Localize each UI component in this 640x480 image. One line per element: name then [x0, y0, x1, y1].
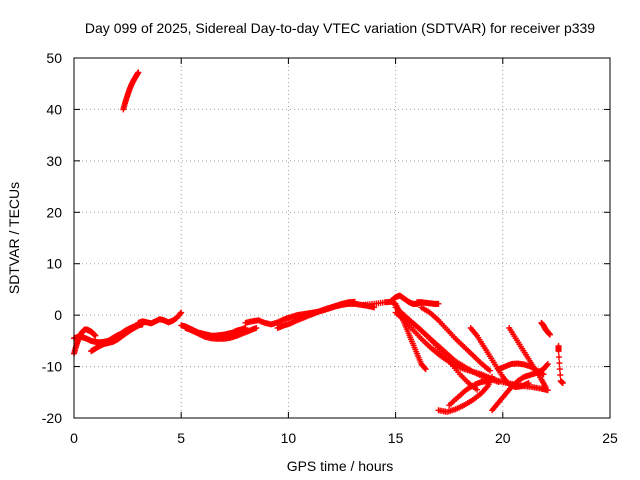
y-tick-label: 10 [46, 256, 62, 272]
series-arc-9 [274, 298, 358, 331]
data-point [557, 372, 564, 379]
plot-frame [73, 57, 611, 419]
data-point [542, 384, 549, 391]
data-point [484, 377, 491, 384]
data-point [421, 365, 428, 372]
data-point [177, 310, 184, 317]
data-point [544, 387, 551, 394]
x-tick-label: 10 [281, 430, 297, 446]
y-tick-label: -10 [42, 359, 62, 375]
series-arc-5 [135, 309, 185, 327]
series-arc-19 [467, 325, 532, 391]
series-arc-4 [120, 69, 142, 113]
grid-lines [74, 58, 610, 418]
data-point [556, 360, 563, 367]
y-tick-label: -20 [42, 410, 62, 426]
data-point [435, 300, 442, 307]
data-point [556, 366, 563, 373]
series-arc-21 [506, 325, 549, 391]
x-tick-label: 25 [602, 430, 618, 446]
data-point [92, 332, 99, 339]
data-point [489, 373, 496, 380]
data-point [178, 309, 185, 316]
x-axis-label: GPS time / hours [287, 458, 394, 474]
data-point [135, 69, 142, 76]
y-tick-label: 40 [46, 101, 62, 117]
y-tick-label: 0 [54, 307, 62, 323]
data-point [546, 331, 553, 338]
data-point [539, 370, 546, 377]
data-point [495, 379, 502, 385]
series-arc-23 [538, 319, 553, 338]
series-arc-15 [414, 299, 442, 307]
series-arc-14 [388, 292, 425, 307]
y-tick-label: 30 [46, 153, 62, 169]
x-tick-label: 20 [495, 430, 511, 446]
y-tick-label: 50 [46, 50, 62, 66]
data-marks [71, 69, 566, 415]
data-point [351, 298, 358, 305]
data-point [544, 361, 551, 367]
series-arc-22 [495, 360, 547, 378]
y-axis-label: SDTVAR / TECUs [6, 182, 22, 294]
data-point [525, 380, 532, 387]
data-point [555, 354, 562, 361]
x-tick-label: 15 [388, 430, 404, 446]
x-tick-label: 0 [70, 430, 78, 446]
data-point [540, 371, 547, 378]
data-point [543, 362, 550, 369]
data-point [486, 367, 493, 374]
series-arc-7 [182, 325, 260, 342]
series-arc-18 [446, 377, 491, 409]
data-point [555, 348, 562, 355]
chart-title: Day 099 of 2025, Sidereal Day-to-day VTE… [85, 20, 595, 36]
series-arc-3 [71, 322, 142, 346]
series-arc-24 [555, 343, 566, 387]
x-tick-label: 5 [177, 430, 185, 446]
y-tick-label: 20 [46, 204, 62, 220]
data-point [559, 380, 566, 387]
data-point [474, 386, 481, 393]
data-point [422, 366, 429, 373]
series-arc-13 [396, 312, 481, 393]
axis-ticks: 0 5 10 15 20 25 -20 -10 0 10 20 30 40 50 [42, 50, 618, 446]
data-point [253, 325, 260, 331]
series-arc-16 [418, 304, 493, 374]
